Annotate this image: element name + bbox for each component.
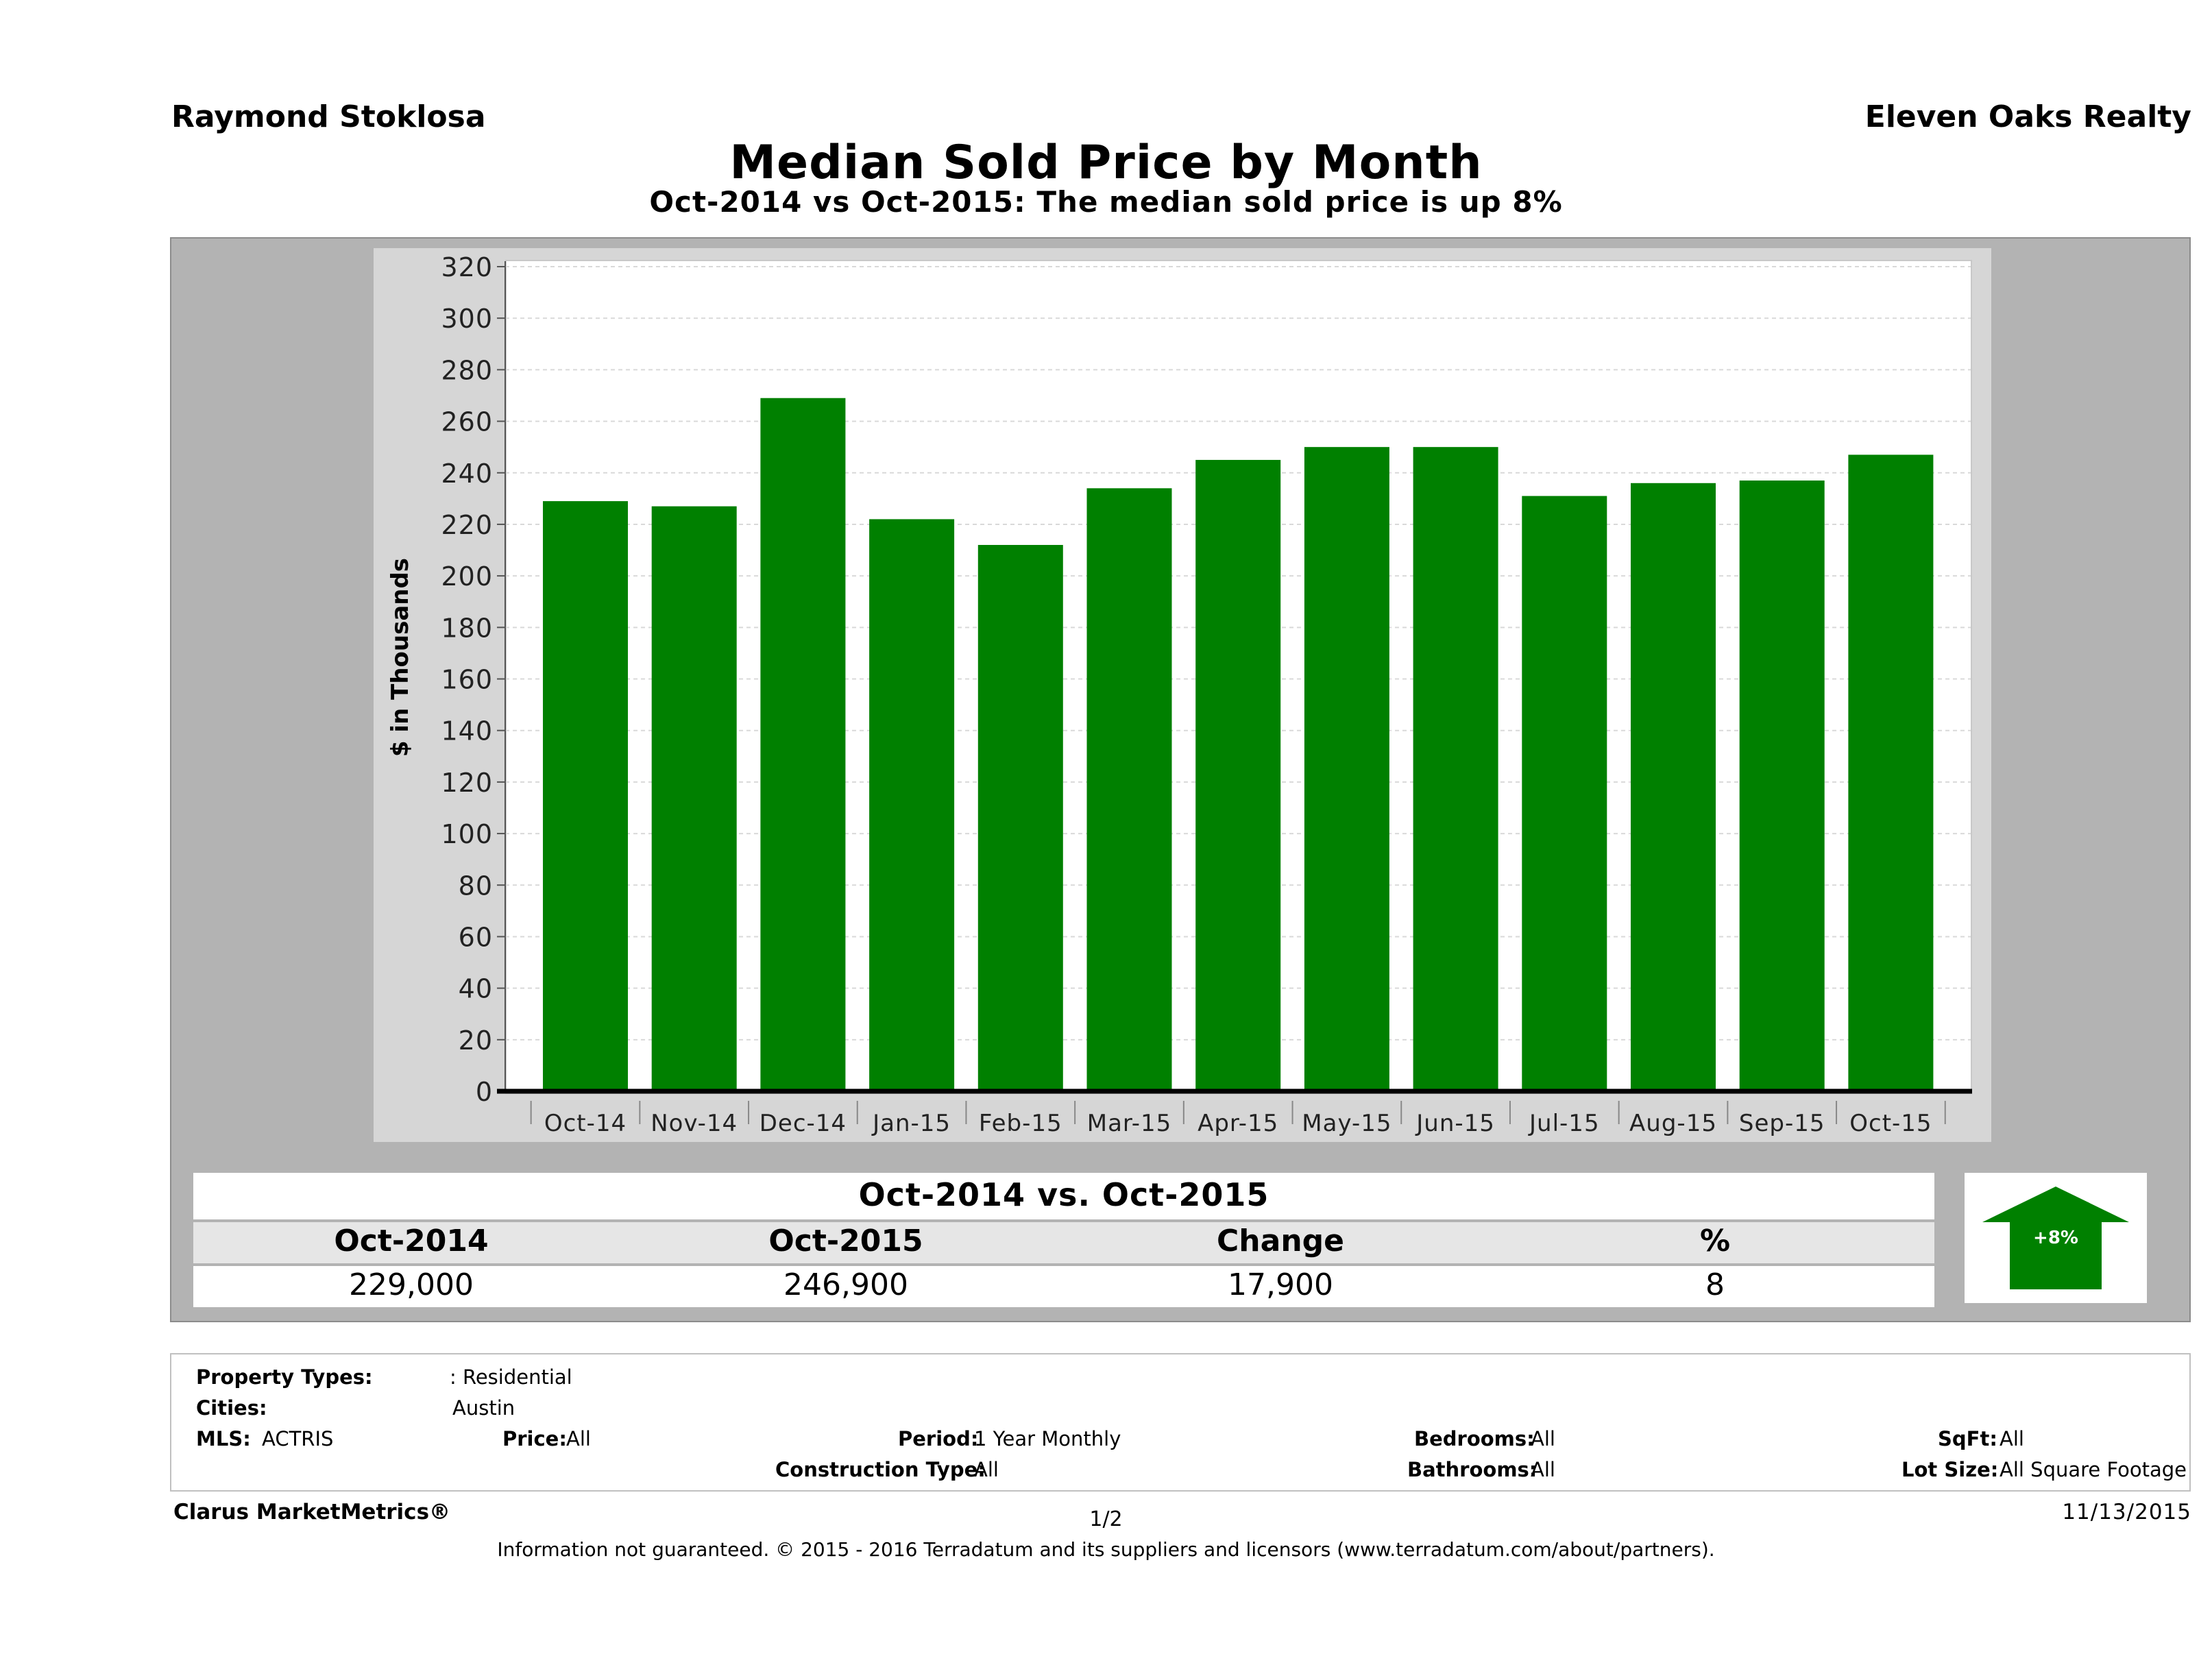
sqft-value: All: [2000, 1427, 2024, 1450]
bar-oct-15: [1848, 454, 1934, 1091]
up-arrow-icon: +8%: [1982, 1187, 2129, 1289]
y-tick-label: 20: [459, 1025, 493, 1056]
bedrooms-value: All: [1531, 1427, 1555, 1450]
summary-title-band: [193, 1173, 1934, 1219]
x-tick-label: Nov-14: [651, 1110, 738, 1137]
summary-value-percent: 8: [1705, 1267, 1725, 1302]
summary-header-percent: %: [1699, 1224, 1731, 1258]
y-tick-labels: 0 20 40 60 80 100 120 140 160 180 200 220 240 260 280 3…: [441, 252, 493, 1107]
bathrooms-label: Bathrooms:: [1407, 1458, 1538, 1481]
bar-jul-15: [1522, 496, 1607, 1091]
summary-title: Oct-2014 vs. Oct-2015: [858, 1176, 1269, 1213]
y-tick-label: 240: [441, 459, 493, 489]
x-tick-label: Oct-15: [1849, 1110, 1932, 1137]
price-value: All: [566, 1427, 591, 1450]
bar-apr-15: [1195, 459, 1281, 1091]
agent-name: Raymond Stoklosa: [171, 99, 486, 134]
summary-header-change: Change: [1217, 1224, 1344, 1258]
change-indicator-box: +8%: [1965, 1173, 2147, 1303]
y-tick-label: 120: [441, 768, 493, 798]
y-axis-label: $ in Thousands: [387, 558, 414, 757]
property-types-value: : Residential: [450, 1365, 572, 1389]
cities-value: Austin: [452, 1396, 515, 1420]
x-tick-label: Jul-15: [1528, 1110, 1600, 1137]
bar-nov-14: [651, 506, 737, 1091]
chart-title: Median Sold Price by Month: [729, 136, 1483, 190]
bar-jun-15: [1413, 447, 1498, 1091]
summary-header-oct-2014: Oct-2014: [334, 1224, 489, 1258]
bar-mar-15: [1086, 488, 1172, 1091]
y-tick-label: 160: [441, 665, 493, 695]
bar-dec-14: [760, 398, 846, 1091]
mls-value: ACTRIS: [262, 1427, 334, 1450]
up-arrow-shape: [1982, 1187, 2129, 1289]
bars: [543, 398, 1934, 1091]
bar-sep-15: [1739, 481, 1825, 1091]
summary-value-change: 17,900: [1228, 1267, 1333, 1302]
construction-type-value: All: [974, 1458, 999, 1481]
bar-feb-15: [977, 545, 1063, 1091]
disclaimer: Information not guaranteed. © 2015 - 201…: [497, 1538, 1715, 1561]
x-tick-label: Dec-14: [759, 1110, 847, 1137]
bar-may-15: [1304, 447, 1389, 1091]
axes: [497, 261, 1972, 1124]
page-number: 1/2: [1089, 1507, 1123, 1531]
x-tick-label: Oct-14: [544, 1110, 627, 1137]
y-tick-label: 100: [441, 819, 493, 849]
y-tick-label: 180: [441, 613, 493, 643]
summary-value-band: [193, 1266, 1934, 1307]
bar-aug-15: [1631, 483, 1716, 1091]
brokerage-name: Eleven Oaks Realty: [1864, 99, 2191, 134]
property-types-label: Property Types:: [196, 1365, 373, 1389]
y-tick-label: 280: [441, 355, 493, 385]
x-tick-label: May-15: [1302, 1110, 1391, 1137]
bar-chart: 0 20 40 60 80 100 120 140 160 180 200 220 240 260 280 3…: [387, 252, 1972, 1137]
summary-header-band: [193, 1222, 1934, 1263]
bathrooms-value: All: [1531, 1458, 1555, 1481]
lot-size-value: All Square Footage: [2000, 1458, 2187, 1481]
x-tick-label: Jun-15: [1415, 1110, 1495, 1137]
bedrooms-label: Bedrooms:: [1414, 1427, 1535, 1450]
x-tick-label: Feb-15: [979, 1110, 1062, 1137]
x-tick-label: Apr-15: [1198, 1110, 1278, 1137]
y-tick-label: 260: [441, 407, 493, 437]
y-tick-label: 60: [459, 922, 493, 952]
lot-size-label: Lot Size:: [1901, 1458, 1999, 1481]
cities-label: Cities:: [196, 1396, 267, 1420]
x-tick-label: Aug-15: [1629, 1110, 1717, 1137]
y-tick-label: 320: [441, 252, 493, 282]
period-value: 1 Year Monthly: [974, 1427, 1121, 1450]
summary-value-oct-2015: 246,900: [783, 1267, 908, 1302]
mls-label: MLS:: [196, 1427, 251, 1450]
construction-type-label: Construction Type:: [775, 1458, 986, 1481]
summary-header-oct-2015: Oct-2015: [768, 1224, 923, 1258]
report-date: 11/13/2015: [2062, 1500, 2191, 1524]
search-criteria-box: [170, 1353, 2191, 1492]
y-tick-label: 200: [441, 561, 493, 592]
price-label: Price:: [502, 1427, 567, 1450]
x-tick-labels: Oct-14 Nov-14 Dec-14 Jan-15 Feb-15 Mar-15 Apr-…: [544, 1110, 1932, 1137]
change-percent-label: +8%: [2033, 1228, 2078, 1248]
x-tick-label: Sep-15: [1739, 1110, 1825, 1137]
footer-brand: Clarus MarketMetrics®: [173, 1500, 451, 1524]
bar-oct-14: [543, 501, 628, 1091]
sqft-label: SqFt:: [1938, 1427, 1997, 1450]
y-tick-label: 220: [441, 510, 493, 540]
y-tick-label: 300: [441, 304, 493, 334]
summary-value-oct-2014: 229,000: [349, 1267, 474, 1302]
x-tick-label: Mar-15: [1087, 1110, 1172, 1137]
chart-subtitle: Oct-2014 vs Oct-2015: The median sold pr…: [649, 185, 1563, 219]
period-label: Period:: [898, 1427, 979, 1450]
y-tick-label: 40: [459, 974, 493, 1004]
x-tick-label: Jan-15: [871, 1110, 951, 1137]
y-tick-label: 140: [441, 716, 493, 746]
bar-jan-15: [869, 519, 955, 1091]
y-tick-label: 0: [476, 1077, 493, 1107]
y-tick-label: 80: [459, 871, 493, 901]
